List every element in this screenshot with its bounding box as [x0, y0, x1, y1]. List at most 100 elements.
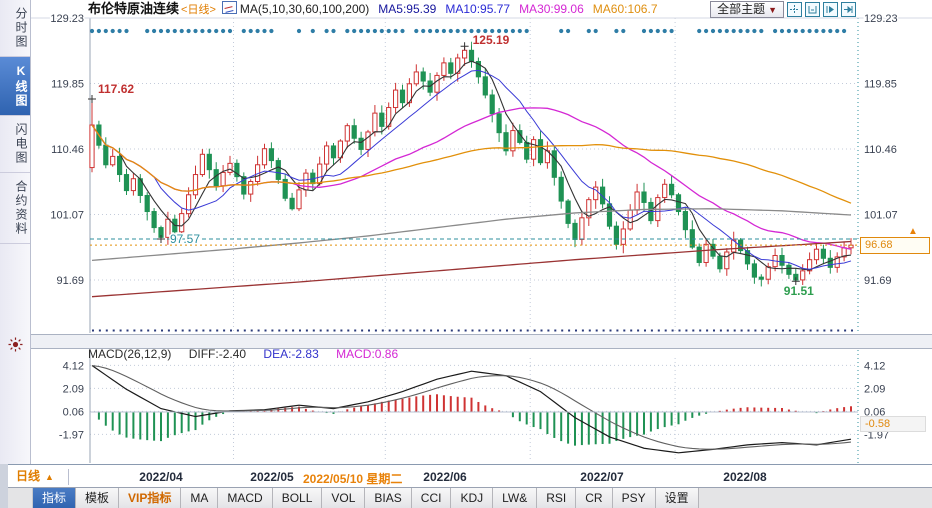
event-marker-dot: [207, 28, 212, 34]
toolbar-item-RSI[interactable]: RSI: [537, 488, 577, 508]
event-marker-dot: [262, 28, 267, 34]
sidebar-item-1[interactable]: K线图: [0, 57, 30, 116]
event-marker-dot: [331, 28, 336, 34]
diff-line: [91, 365, 852, 454]
indicator-chart-icon[interactable]: [221, 1, 237, 14]
candle-body: [820, 248, 826, 259]
toolbar-item-MA[interactable]: MA: [181, 488, 219, 508]
time-label-0: 2022/04: [139, 470, 183, 484]
candle-body: [524, 141, 530, 160]
event-marker-dot: [400, 28, 405, 34]
crosshair-move-icon[interactable]: [787, 1, 802, 17]
candle-body: [206, 153, 212, 171]
toolbar-item-BIAS[interactable]: BIAS: [365, 488, 412, 508]
event-marker-dot: [352, 28, 357, 34]
candle-body: [289, 197, 295, 210]
indicator-visibility-icon[interactable]: [8, 337, 23, 357]
svg-text:0.06: 0.06: [63, 406, 84, 418]
dropdown-arrow-icon: ▼: [768, 4, 777, 15]
event-marker-dot: [393, 28, 398, 34]
event-marker-dot: [641, 28, 647, 34]
toolbar-item-KDJ[interactable]: KDJ: [451, 488, 494, 508]
candle-body: [779, 254, 785, 266]
toolbar-item-CCI[interactable]: CCI: [411, 488, 452, 508]
svg-text:97.57: 97.57: [170, 232, 200, 246]
theme-dropdown-button[interactable]: 全部主题 ▼: [710, 0, 784, 18]
toolbar-item-设置[interactable]: 设置: [655, 488, 699, 508]
svg-text:129.23: 129.23: [50, 13, 84, 25]
candle-body: [689, 229, 695, 248]
candle-body: [441, 62, 447, 76]
macd-crosshair-badge: -0.58: [860, 416, 926, 432]
event-marker-dot: [103, 28, 108, 34]
ma60-line: [91, 124, 852, 204]
candle-body: [330, 145, 337, 159]
event-marker-dot: [379, 28, 384, 34]
event-marker-dot: [490, 28, 495, 34]
candle-body: [593, 186, 599, 201]
event-marker-dot: [428, 28, 433, 34]
svg-text:110.46: 110.46: [51, 144, 84, 156]
toolbar-item-模板[interactable]: 模板: [76, 488, 120, 508]
ma10-line: [91, 69, 852, 270]
toolbar-item-MACD[interactable]: MACD: [218, 488, 273, 508]
event-marker-dot: [455, 28, 460, 34]
svg-text:101.07: 101.07: [50, 210, 84, 222]
svg-text:101.07: 101.07: [864, 210, 898, 222]
event-marker-dot: [296, 28, 302, 34]
ma-value-0: MA5:95.39: [378, 2, 437, 16]
candle-body: [282, 178, 288, 199]
play-forward-icon[interactable]: [823, 1, 838, 17]
time-label-1: 2022/05: [250, 470, 294, 484]
sidebar-item-3[interactable]: 合约资料: [0, 173, 30, 244]
event-marker-dot: [310, 28, 315, 34]
candle-body: [503, 132, 509, 152]
header-controls: 全部主题 ▼: [710, 0, 856, 18]
ma5-line: [91, 60, 852, 271]
toolbar-item-VOL[interactable]: VOL: [322, 488, 366, 508]
event-marker-dot: [752, 28, 757, 34]
candle-body: [813, 248, 820, 261]
candle-body: [434, 74, 440, 93]
panel-splitter[interactable]: [30, 334, 932, 349]
event-marker-dot: [842, 28, 847, 34]
period-button[interactable]: 日线 ▲: [16, 469, 69, 485]
candle-body: [117, 155, 123, 176]
candle-body: [110, 155, 116, 166]
diff-value-label: DIFF:-2.40: [188, 347, 247, 361]
sidebar-item-0[interactable]: 分时图: [0, 0, 30, 57]
candle-body: [227, 162, 233, 173]
event-marker-dot: [793, 28, 798, 34]
toolbar-item-PSY[interactable]: PSY: [612, 488, 656, 508]
time-label-2: 2022/06: [423, 470, 467, 484]
event-marker-dot: [89, 28, 95, 34]
event-marker-dot: [800, 28, 805, 34]
candle-body: [130, 178, 137, 192]
ma-value-1: MA10:95.77: [445, 2, 511, 16]
pan-right-icon[interactable]: [841, 1, 856, 17]
event-marker-dot: [503, 28, 509, 34]
axis-zoom-icon[interactable]: [805, 1, 820, 17]
toolbar-item-LW&[interactable]: LW&: [493, 488, 538, 508]
toolbar-item-指标[interactable]: 指标: [33, 488, 77, 508]
candle-body: [372, 112, 378, 133]
candle-body: [682, 211, 688, 231]
candle-body: [303, 172, 309, 191]
sidebar-item-2[interactable]: 闪电图: [0, 116, 30, 173]
toolbar-item-CR[interactable]: CR: [576, 488, 613, 508]
candle-body: [123, 174, 130, 192]
event-marker-dot: [441, 28, 446, 34]
event-marker-dot: [814, 28, 819, 34]
toolbar-item-VIP指标[interactable]: VIP指标: [119, 488, 182, 508]
dea-value-label: DEA:-2.83: [263, 347, 319, 361]
event-marker-dot: [241, 28, 246, 34]
candle-body: [600, 186, 606, 205]
svg-text:125.19: 125.19: [473, 33, 510, 47]
toolbar-item-BOLL[interactable]: BOLL: [272, 488, 323, 508]
event-marker-dot: [110, 28, 115, 34]
candle-body: [489, 94, 495, 115]
price-up-arrow-icon: ▲: [908, 226, 918, 237]
macd-params-label: MACD(26,12,9): [88, 347, 172, 361]
